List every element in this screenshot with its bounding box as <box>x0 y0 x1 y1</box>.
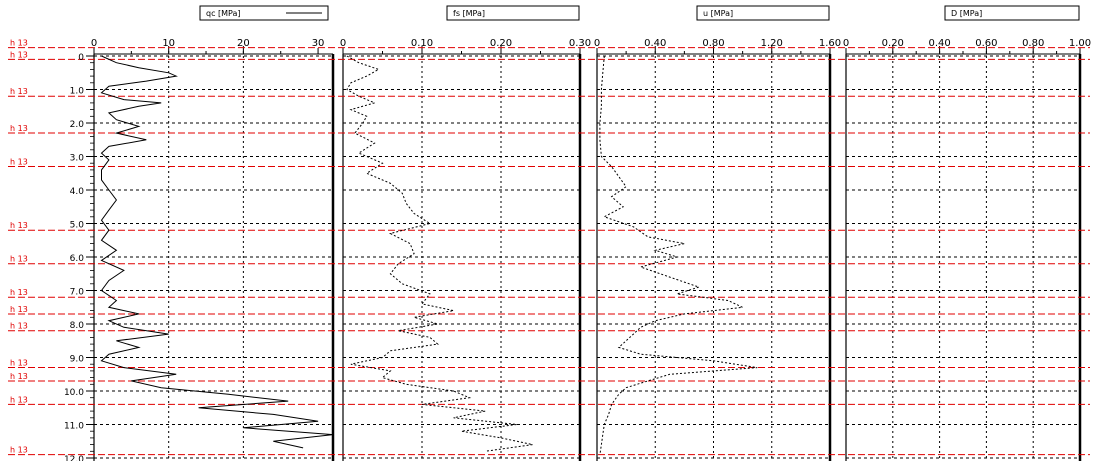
red-marker-label: h 13 <box>10 39 28 48</box>
legend-label: u [MPa] <box>703 9 733 18</box>
x-tick-label: 0 <box>594 38 600 49</box>
red-marker-label: h 13 <box>10 124 28 133</box>
x-tick-label: 10 <box>162 38 175 49</box>
red-marker-label: h 13 <box>10 50 28 59</box>
depth-tick-label: 11.0 <box>64 422 84 432</box>
legend-label: D [MPa] <box>951 9 982 18</box>
red-marker-label: h 13 <box>10 395 28 404</box>
red-marker-label: h 13 <box>10 359 28 368</box>
depth-tick-label: 1.0 <box>70 87 85 97</box>
curve-layer <box>100 55 758 455</box>
x-tick-label: 0.20 <box>490 38 512 49</box>
red-marker-label: h 13 <box>10 158 28 167</box>
x-tick-label: 0.60 <box>975 38 997 49</box>
legend-box <box>446 5 580 21</box>
x-tick-label: 0 <box>340 38 346 49</box>
x-tick-label: 0.80 <box>1022 38 1044 49</box>
x-tick-label: 0 <box>843 38 849 49</box>
legend-box <box>696 5 830 21</box>
x-tick-label: 20 <box>237 38 250 49</box>
marker-layer <box>8 47 1090 456</box>
red-marker-label: h 13 <box>10 322 28 331</box>
red-marker-label: h 13 <box>10 372 28 381</box>
u-curve <box>599 55 758 455</box>
depth-tick-label: 6.0 <box>70 254 85 264</box>
legend-label: qc [MPa] <box>206 9 241 18</box>
depth-tick-label: 10.0 <box>64 388 84 398</box>
depth-tick-label: 5.0 <box>70 221 85 231</box>
x-tick-label: 0.20 <box>882 38 904 49</box>
x-tick-label: 1.00 <box>1069 38 1091 49</box>
depth-tick-label: 7.0 <box>70 288 85 298</box>
red-marker-label: h 13 <box>10 87 28 96</box>
red-marker-label: h 13 <box>10 255 28 264</box>
depth-tick-label: 9.0 <box>70 355 85 365</box>
x-tick-label: 0.30 <box>569 38 591 49</box>
label-layer: 0 1.0 2.0 3.0 4.0 5.0 6.0 7.0 8.0 9.0 10.0 11.0 12.0… <box>10 9 1091 461</box>
x-tick-label: 0.80 <box>702 38 724 49</box>
qc-curve <box>100 55 334 449</box>
grid-layer <box>86 5 1082 461</box>
depth-tick-label: 12.0 <box>64 455 84 461</box>
red-marker-label: h 13 <box>10 446 28 455</box>
legend-box <box>199 5 329 21</box>
x-tick-label: 30 <box>312 38 325 49</box>
legend-box <box>944 5 1080 21</box>
x-tick-label: 0.10 <box>411 38 433 49</box>
x-tick-label: 0.40 <box>928 38 950 49</box>
fs-curve <box>346 55 533 452</box>
red-marker-label: h 13 <box>10 288 28 297</box>
x-tick-label: 0.40 <box>644 38 666 49</box>
x-tick-label: 1.20 <box>761 38 783 49</box>
depth-tick-label: 3.0 <box>70 154 85 164</box>
legend-label: fs [MPa] <box>453 9 485 18</box>
x-tick-label: 0 <box>91 38 97 49</box>
depth-tick-label: 2.0 <box>70 120 85 130</box>
red-marker-label: h 13 <box>10 305 28 314</box>
depth-tick-label: 8.0 <box>70 321 85 331</box>
depth-tick-label: 4.0 <box>70 187 85 197</box>
x-tick-label: 1.60 <box>819 38 841 49</box>
red-marker-label: h 13 <box>10 221 28 230</box>
depth-tick-label: 0 <box>78 53 84 63</box>
